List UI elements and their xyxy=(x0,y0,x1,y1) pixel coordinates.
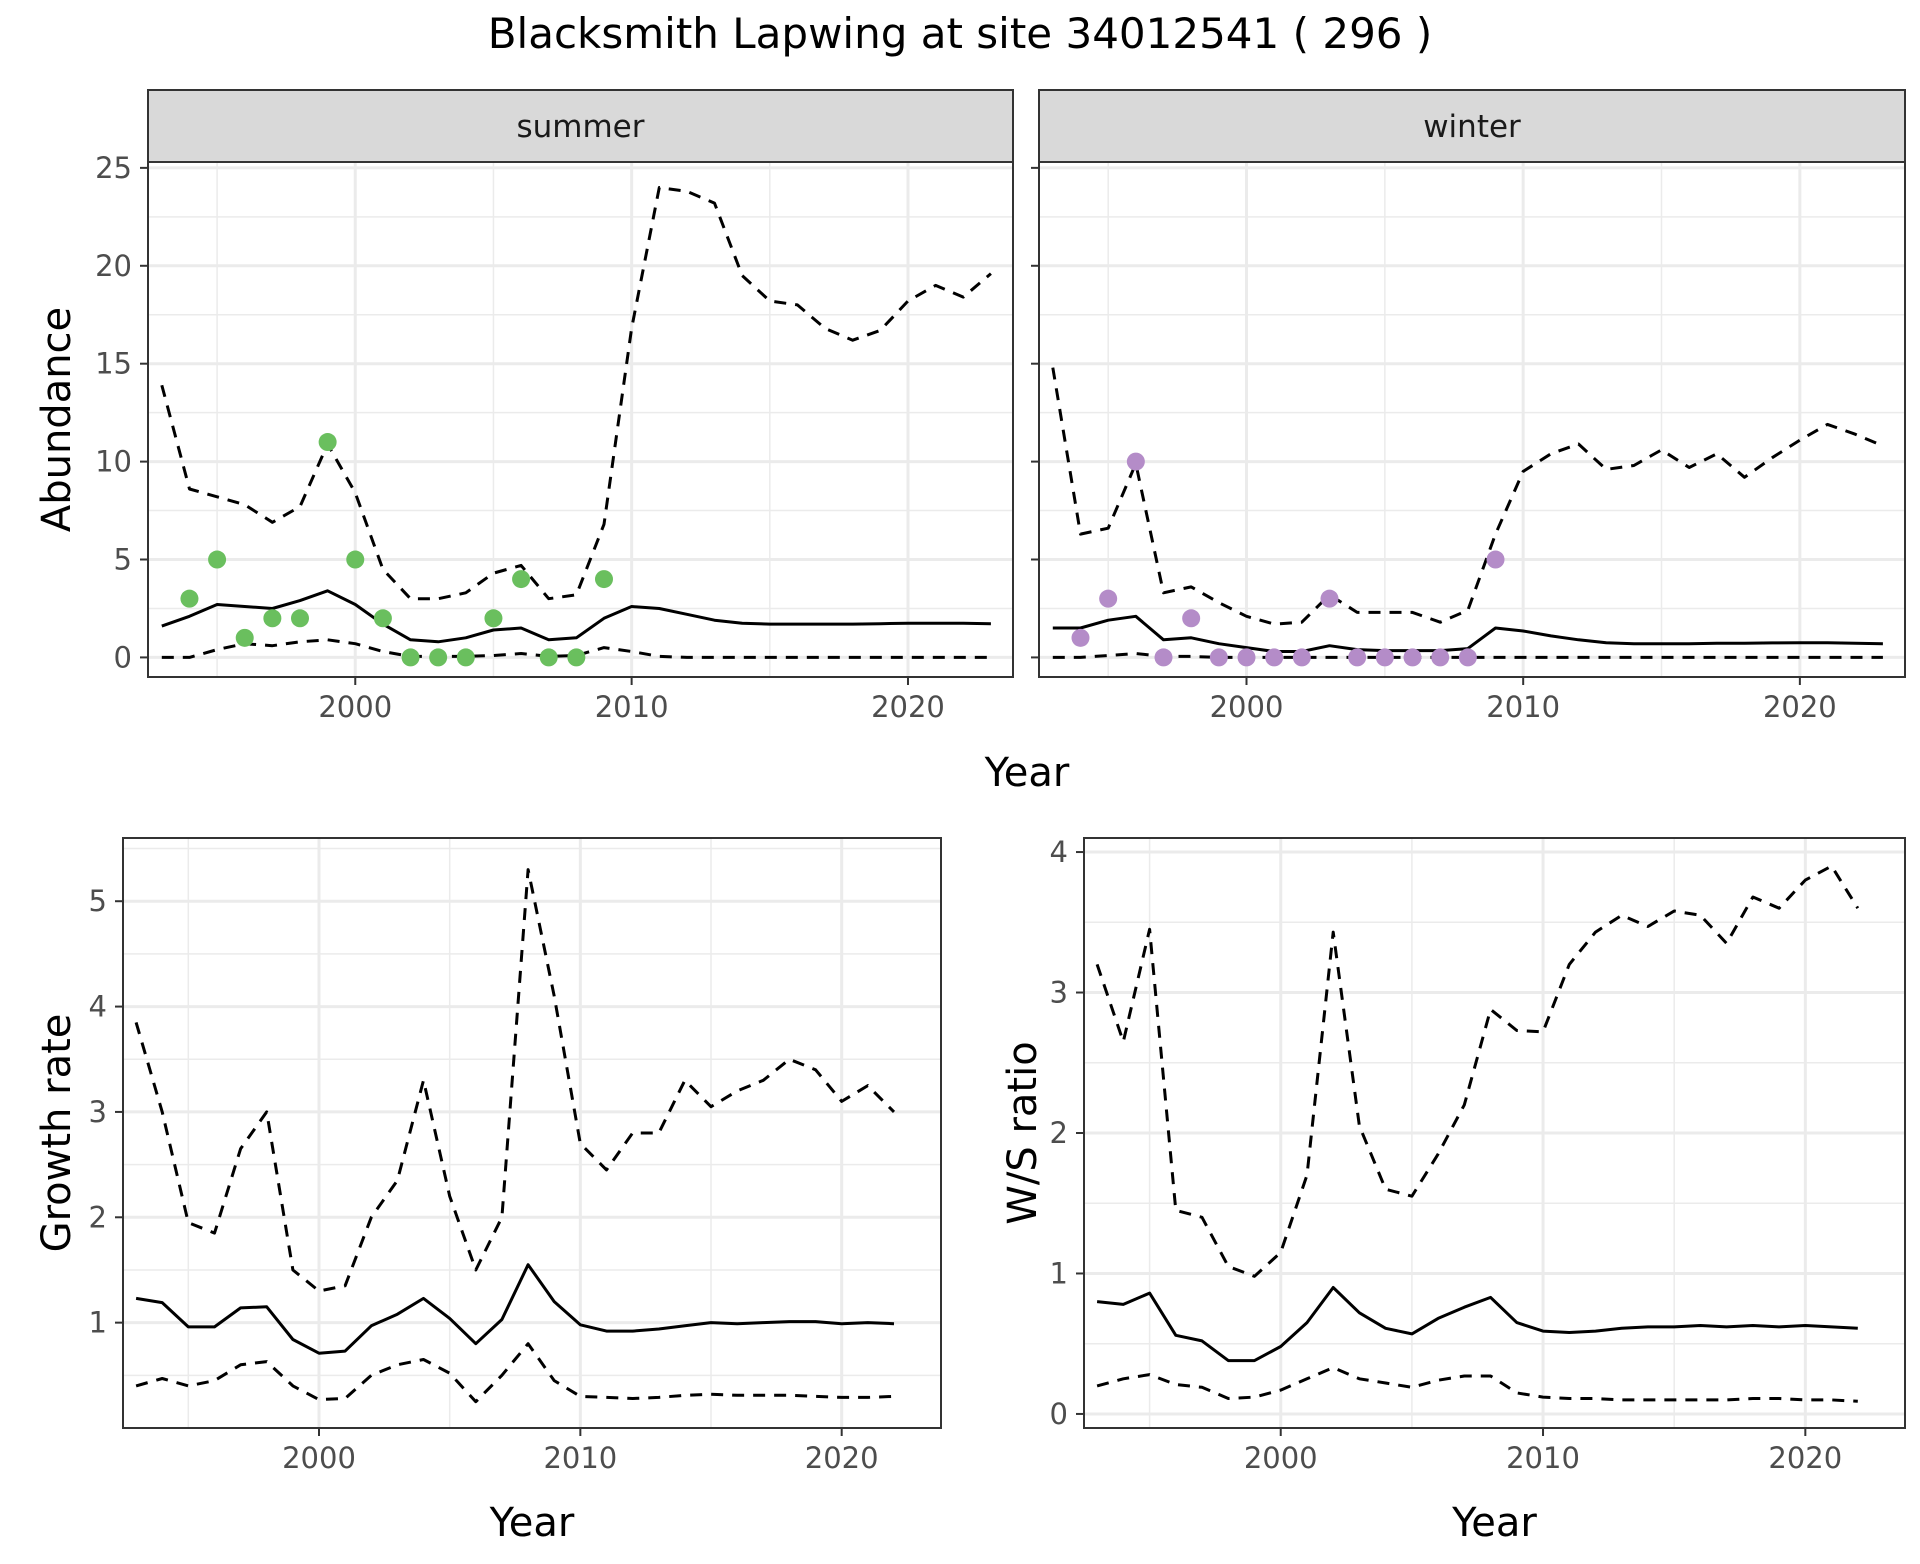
x-tick-label: 2000 xyxy=(282,1441,356,1475)
series-line-upper-bound xyxy=(160,186,992,601)
y-tick-label: 2 xyxy=(89,1200,107,1234)
facet-strip xyxy=(1038,89,1906,163)
data-point xyxy=(1265,648,1284,667)
y-axis-label: Abundance xyxy=(34,307,80,532)
panel-border xyxy=(1038,161,1906,678)
data-point xyxy=(484,609,503,628)
data-point xyxy=(429,648,448,667)
series-line-estimate xyxy=(161,589,991,644)
abundance-x-axis-label: Year xyxy=(984,750,1070,796)
data-point xyxy=(567,648,586,667)
y-tick-label: 3 xyxy=(1050,976,1068,1010)
x-tick-label: 2000 xyxy=(1244,1441,1318,1475)
data-point xyxy=(235,628,254,647)
data-point xyxy=(401,648,420,667)
data-point xyxy=(1292,648,1311,667)
series-line-upper-bound xyxy=(1051,367,1884,626)
data-point xyxy=(1486,550,1505,569)
series-line-lower-bound xyxy=(161,638,991,659)
data-point xyxy=(539,648,558,667)
y-tick-label: 10 xyxy=(95,445,132,479)
y-tick-label: 0 xyxy=(1050,1397,1068,1431)
data-point xyxy=(346,550,365,569)
y-axis-label: Growth rate xyxy=(34,1014,80,1253)
data-point xyxy=(1182,609,1201,628)
x-tick-label: 2020 xyxy=(805,1441,879,1475)
panel-winter: winter 2000 2010 2020 xyxy=(1031,89,1906,724)
data-point xyxy=(373,609,392,628)
facet-label: winter xyxy=(1423,109,1521,145)
series-line-lower-bound xyxy=(135,1342,895,1404)
y-tick-label: 2 xyxy=(1050,1116,1068,1150)
data-point xyxy=(1403,648,1422,667)
figure-title: Blacksmith Lapwing at site 34012541 ( 29… xyxy=(488,9,1433,58)
data-point xyxy=(1126,452,1145,471)
x-tick-label: 2000 xyxy=(1210,690,1284,724)
y-tick-label: 15 xyxy=(95,347,132,381)
panel-panel3: 2000 2010 2020 0 1 2 3 4 W/S ratio Year xyxy=(1000,835,1906,1546)
x-tick-label: 2010 xyxy=(543,1441,617,1475)
data-point xyxy=(1348,648,1367,667)
data-point xyxy=(1071,628,1090,647)
data-point xyxy=(1431,648,1450,667)
x-axis-label: Year xyxy=(1451,1500,1537,1546)
x-axis-label: Year xyxy=(489,1500,575,1546)
x-tick-label: 2020 xyxy=(871,690,945,724)
data-point xyxy=(1320,589,1339,608)
y-tick-label: 5 xyxy=(114,543,132,577)
y-tick-label: 25 xyxy=(95,151,132,185)
data-point xyxy=(1237,648,1256,667)
x-tick-label: 2010 xyxy=(1506,1441,1580,1475)
y-tick-label: 4 xyxy=(1050,835,1068,869)
data-point xyxy=(180,589,199,608)
y-tick-label: 20 xyxy=(95,249,132,283)
x-tick-label: 2000 xyxy=(318,690,392,724)
y-tick-label: 1 xyxy=(89,1306,107,1340)
data-point xyxy=(1154,648,1173,667)
panel-summer: summer 2000 2010 2020 0 5 10 15 20 25 Abundance xyxy=(34,89,1014,724)
data-point xyxy=(1209,648,1228,667)
x-tick-label: 2020 xyxy=(1768,1441,1842,1475)
y-tick-label: 4 xyxy=(89,990,107,1024)
data-point xyxy=(208,550,227,569)
y-tick-label: 5 xyxy=(89,884,107,918)
data-point xyxy=(456,648,475,667)
x-tick-label: 2010 xyxy=(1486,690,1560,724)
data-point xyxy=(512,570,531,589)
facet-label: summer xyxy=(516,109,644,145)
y-tick-label: 1 xyxy=(1050,1256,1068,1290)
data-point xyxy=(263,609,282,628)
series-line-estimate xyxy=(1096,1286,1858,1363)
series-line-lower-bound xyxy=(1096,1366,1858,1403)
data-point xyxy=(318,433,337,452)
panel-border xyxy=(147,161,1014,678)
x-tick-label: 2010 xyxy=(595,690,669,724)
data-point xyxy=(1375,648,1394,667)
data-point xyxy=(1458,648,1477,667)
panel-border xyxy=(122,837,942,1429)
facet-strip xyxy=(147,89,1014,163)
series-line-upper-bound xyxy=(134,868,896,1293)
series-line-upper-bound xyxy=(1095,864,1860,1278)
data-point xyxy=(1099,589,1118,608)
data-point xyxy=(594,570,613,589)
panel-panel2: 2000 2010 2020 1 2 3 4 5 Growth rate Year xyxy=(34,837,942,1546)
x-tick-label: 2020 xyxy=(1763,690,1837,724)
y-axis-label: W/S ratio xyxy=(1000,1041,1046,1224)
series-line-estimate xyxy=(135,1263,895,1355)
y-tick-label: 3 xyxy=(89,1095,107,1129)
y-tick-label: 0 xyxy=(114,640,132,674)
data-point xyxy=(290,609,309,628)
